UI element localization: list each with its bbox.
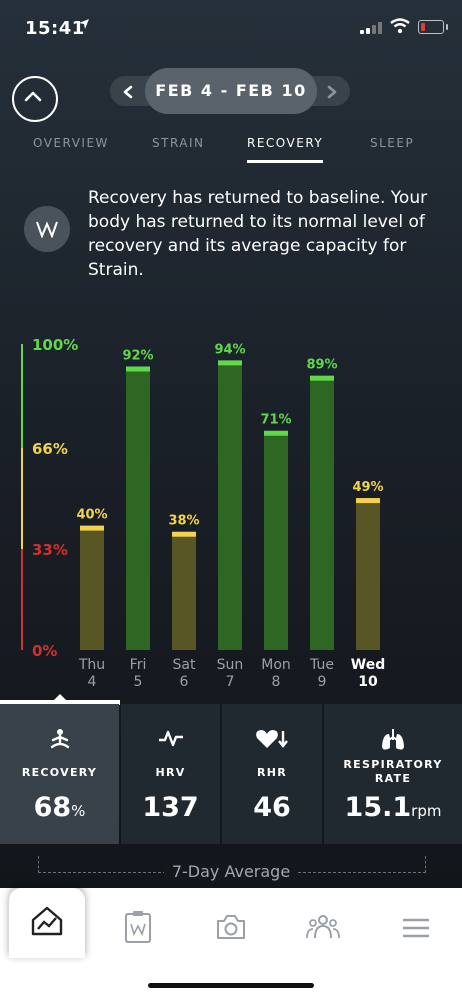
nav-home-tab[interactable]: [9, 888, 85, 958]
stat-hrv[interactable]: HRV 137: [121, 704, 220, 844]
x-date-label: 8: [272, 674, 281, 690]
tab-bar: OVERVIEW STRAIN RECOVERY SLEEP: [0, 136, 462, 166]
bar-cap: [126, 366, 150, 372]
bar-value-label: 49%: [352, 480, 383, 495]
lungs-icon: [324, 728, 462, 756]
bar: [218, 362, 242, 650]
stat-respiratory-rate[interactable]: RESPIRATORY RATE 15.1rpm: [324, 704, 462, 844]
tab-recovery[interactable]: RECOVERY: [247, 136, 324, 150]
collapse-button[interactable]: [12, 76, 58, 122]
active-stat-pointer: [54, 694, 66, 700]
bar: [172, 533, 196, 650]
bar: [264, 432, 288, 650]
x-day-label: Sat: [173, 657, 196, 673]
x-day-label: Fri: [130, 657, 147, 673]
bar: [80, 527, 104, 650]
stat-rhr[interactable]: RHR 46: [222, 704, 322, 844]
bar-value-label: 92%: [122, 348, 153, 363]
stat-value: 15.1rpm: [344, 792, 442, 823]
y-tick-label: 100%: [32, 336, 78, 354]
bar-value-label: 89%: [306, 358, 337, 373]
bar: [310, 377, 334, 650]
stat-label: RHR: [256, 766, 288, 779]
average-label: 7-Day Average: [0, 862, 462, 881]
bar-cap: [310, 375, 334, 381]
x-date-label: 6: [180, 674, 189, 690]
whoop-logo-icon: [24, 206, 70, 252]
chevron-right-icon: [327, 85, 337, 99]
bar-cap: [218, 360, 242, 366]
stat-value: 68%: [33, 792, 86, 823]
x-day-label: Thu: [78, 657, 105, 673]
menu-icon: [403, 918, 429, 938]
home-indicator: [148, 983, 314, 988]
active-stat-indicator: [0, 700, 120, 705]
location-arrow-icon: [78, 18, 90, 34]
stat-label: RECOVERY: [21, 766, 98, 779]
meditation-icon: [0, 728, 119, 754]
wifi-icon: [390, 18, 410, 38]
stat-label: RESPIRATORY RATE: [343, 758, 443, 785]
x-date-label: 10: [358, 674, 378, 690]
bar-cap: [172, 531, 196, 537]
status-time: 15:41: [25, 18, 85, 39]
stat-value: 137: [142, 792, 199, 823]
x-day-label: Sun: [217, 657, 244, 673]
date-range-label[interactable]: FEB 4 - FEB 10: [145, 68, 317, 114]
stat-value: 46: [253, 792, 291, 823]
camera-icon: [217, 915, 245, 939]
bar-value-label: 71%: [260, 413, 291, 428]
battery-icon: [418, 20, 448, 34]
hrv-icon: [121, 728, 220, 752]
bar: [356, 500, 380, 650]
bar-value-label: 40%: [76, 508, 107, 523]
nav-menu[interactable]: [402, 918, 430, 942]
nav-community[interactable]: [306, 914, 340, 944]
x-day-label: Wed: [351, 657, 385, 673]
previous-week-button[interactable]: [122, 84, 134, 103]
y-tick-label: 33%: [32, 541, 68, 559]
tab-strain[interactable]: STRAIN: [152, 136, 205, 150]
nav-journal[interactable]: [124, 910, 152, 948]
status-bar: 15:41: [0, 0, 462, 58]
signal-icon: [360, 22, 382, 34]
stats-panel: RECOVERY 68% HRV 137 RHR 46 RESPIRATORY …: [0, 704, 462, 844]
next-week-button[interactable]: [326, 84, 338, 103]
bar-cap: [356, 498, 380, 504]
heart-rate-icon: [222, 728, 322, 754]
home-chart-icon: [31, 906, 63, 936]
bar-value-label: 38%: [168, 514, 199, 529]
stat-label: HRV: [155, 766, 186, 779]
x-date-label: 9: [318, 674, 327, 690]
x-day-label: Mon: [261, 657, 291, 673]
chevron-left-icon: [123, 85, 133, 99]
chevron-up-icon: [24, 91, 42, 102]
nav-camera[interactable]: [216, 914, 246, 944]
bar: [126, 368, 150, 650]
x-date-label: 4: [88, 674, 97, 690]
y-tick-label: 0%: [32, 642, 57, 660]
tab-sleep[interactable]: SLEEP: [370, 136, 415, 150]
x-date-label: 7: [226, 674, 235, 690]
stat-recovery[interactable]: RECOVERY 68%: [0, 704, 119, 844]
bar-value-label: 94%: [214, 342, 245, 357]
active-tab-indicator: [247, 160, 323, 163]
bar-cap: [80, 525, 104, 531]
x-date-label: 5: [134, 674, 143, 690]
recovery-message: Recovery has returned to baseline. Your …: [88, 188, 428, 280]
x-day-label: Tue: [309, 657, 334, 673]
bar-cap: [264, 430, 288, 436]
y-tick-label: 66%: [32, 440, 68, 458]
tab-overview[interactable]: OVERVIEW: [33, 136, 109, 150]
journal-icon: [125, 911, 151, 943]
community-icon: [306, 915, 340, 939]
